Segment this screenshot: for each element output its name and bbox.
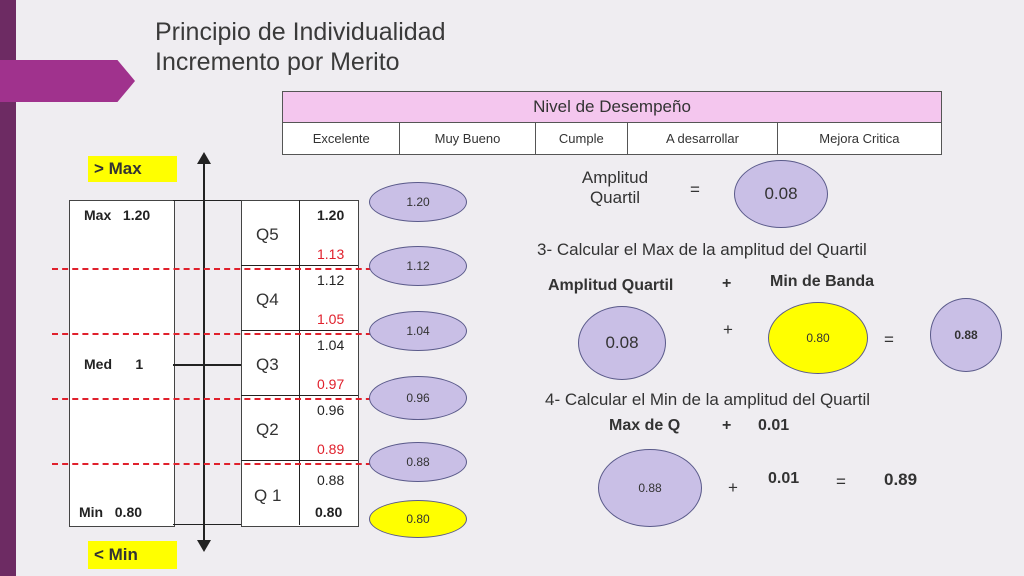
- step4-plus-label: +: [722, 417, 732, 434]
- quartile-q3-max: 1.04: [317, 337, 345, 353]
- title-line-2: Incremento por Merito: [155, 48, 400, 76]
- nivel-col-excelente: Excelente: [281, 122, 401, 155]
- amplitud-equals: =: [690, 180, 700, 199]
- step4-result: 0.89: [884, 470, 918, 489]
- quartile-q5-max: 1.20: [317, 207, 345, 223]
- title-arrow-shape: [0, 60, 135, 102]
- oval-value-5: 0.88: [369, 442, 467, 482]
- nivel-col-a-desarrollar: A desarrollar: [627, 122, 778, 155]
- quartile-row-line-1: [241, 265, 358, 266]
- salary-band-box: [69, 200, 175, 527]
- step4-equals: =: [836, 472, 846, 491]
- amplitud-label-line-2: Quartil: [589, 188, 641, 207]
- step3-result-oval: 0.88: [930, 298, 1002, 372]
- quartile-q1-max: 0.88: [317, 472, 345, 488]
- amplitud-label-line-1: Amplitud: [581, 168, 649, 187]
- quartile-table: [241, 200, 359, 527]
- oval-value-3: 1.04: [369, 311, 467, 351]
- gt-max-tag: > Max: [88, 156, 177, 182]
- quartile-name-q5: Q5: [256, 225, 279, 244]
- quartile-q2-max: 0.96: [317, 402, 345, 418]
- quartile-q5-min: 1.13: [317, 246, 345, 262]
- axis-down-arrow-icon: [197, 540, 211, 552]
- axis-up-arrow-icon: [197, 152, 211, 164]
- band-max-label: Max 1.20: [84, 207, 151, 223]
- quartile-name-q3: Q3: [256, 355, 279, 374]
- step4-right-label: 0.01: [758, 417, 790, 434]
- connector-med: [173, 364, 241, 366]
- quartile-dash-3: [52, 398, 382, 400]
- step4-plus: +: [728, 478, 738, 497]
- quartile-row-line-4: [241, 460, 358, 461]
- step3-title: 3- Calcular el Max de la amplitud del Qu…: [537, 240, 867, 259]
- step3-left-label: Amplitud Quartil: [548, 277, 674, 294]
- nivel-col-muy-bueno: Muy Bueno: [399, 122, 536, 155]
- step3-plus: +: [723, 320, 733, 339]
- step3-equals: =: [884, 330, 894, 349]
- quartile-dash-4: [52, 463, 382, 465]
- band-med-label: Med 1: [84, 356, 144, 372]
- quartile-q1-min: 0.80: [315, 504, 343, 520]
- step3-plus-label: +: [722, 275, 732, 292]
- quartile-dash-1: [52, 268, 382, 270]
- step4-title: 4- Calcular el Min de la amplitud del Qu…: [545, 390, 871, 409]
- step4-oval-a: 0.88: [598, 449, 702, 527]
- lt-min-tag: < Min: [88, 541, 177, 569]
- amplitud-label: Amplitud Quartil: [572, 168, 658, 208]
- amplitud-value-oval: 0.08: [734, 160, 828, 228]
- quartile-name-q1: Q 1: [254, 486, 282, 505]
- quartile-q3-min: 0.97: [317, 376, 345, 392]
- quartile-dash-2: [52, 333, 382, 335]
- nivel-col-mejora-critica: Mejora Critica: [776, 122, 943, 155]
- quartile-q4-max: 1.12: [317, 272, 345, 288]
- axis-line: [203, 162, 205, 542]
- quartile-name-q2: Q2: [256, 420, 279, 439]
- nivel-header: Nivel de Desempeño: [282, 91, 942, 123]
- quartile-q4-min: 1.05: [317, 311, 345, 327]
- step3-oval-a: 0.08: [578, 306, 666, 380]
- step4-addend: 0.01: [768, 470, 800, 487]
- nivel-col-cumple: Cumple: [534, 122, 629, 155]
- page-title: Principio de Individualidad Incremento p…: [155, 17, 445, 77]
- quartile-name-q4: Q4: [256, 290, 279, 309]
- left-accent-bar: [0, 0, 16, 576]
- quartile-row-line-3: [241, 395, 358, 396]
- connector-max: [173, 200, 241, 201]
- step4-left-label: Max de Q: [609, 417, 681, 434]
- quartile-divider: [299, 200, 300, 525]
- quartile-row-line-2: [241, 330, 358, 331]
- nivel-desempeno-table: Nivel de Desempeño Excelente Muy Bueno C…: [281, 91, 943, 155]
- step3-right-label: Min de Banda: [770, 273, 875, 290]
- oval-value-4: 0.96: [369, 376, 467, 420]
- quartile-q2-min: 0.89: [317, 441, 345, 457]
- oval-value-6: 0.80: [369, 500, 467, 538]
- oval-value-2: 1.12: [369, 246, 467, 286]
- oval-value-1: 1.20: [369, 182, 467, 222]
- step3-oval-b: 0.80: [768, 302, 868, 374]
- connector-min: [173, 524, 241, 525]
- title-line-1: Principio de Individualidad: [155, 18, 446, 46]
- band-min-label: Min 0.80: [79, 504, 143, 520]
